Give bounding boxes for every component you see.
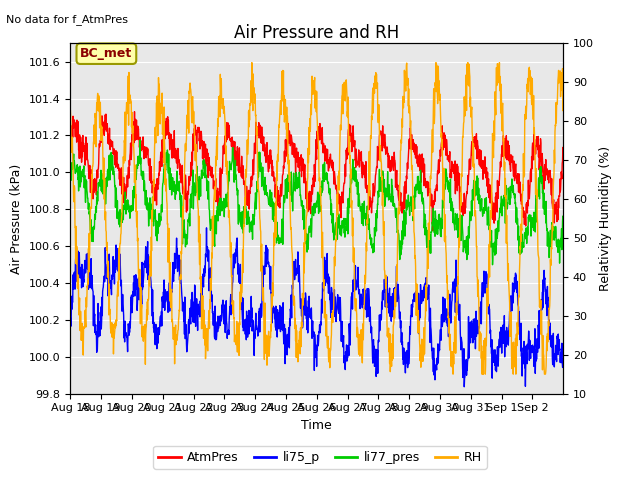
X-axis label: Time: Time	[301, 419, 332, 432]
Text: No data for f_AtmPres: No data for f_AtmPres	[6, 14, 129, 25]
Y-axis label: Air Pressure (kPa): Air Pressure (kPa)	[10, 163, 24, 274]
Legend: AtmPres, li75_p, li77_pres, RH: AtmPres, li75_p, li77_pres, RH	[154, 446, 486, 469]
Text: BC_met: BC_met	[80, 47, 132, 60]
Title: Air Pressure and RH: Air Pressure and RH	[234, 24, 399, 42]
Y-axis label: Relativity Humidity (%): Relativity Humidity (%)	[600, 146, 612, 291]
